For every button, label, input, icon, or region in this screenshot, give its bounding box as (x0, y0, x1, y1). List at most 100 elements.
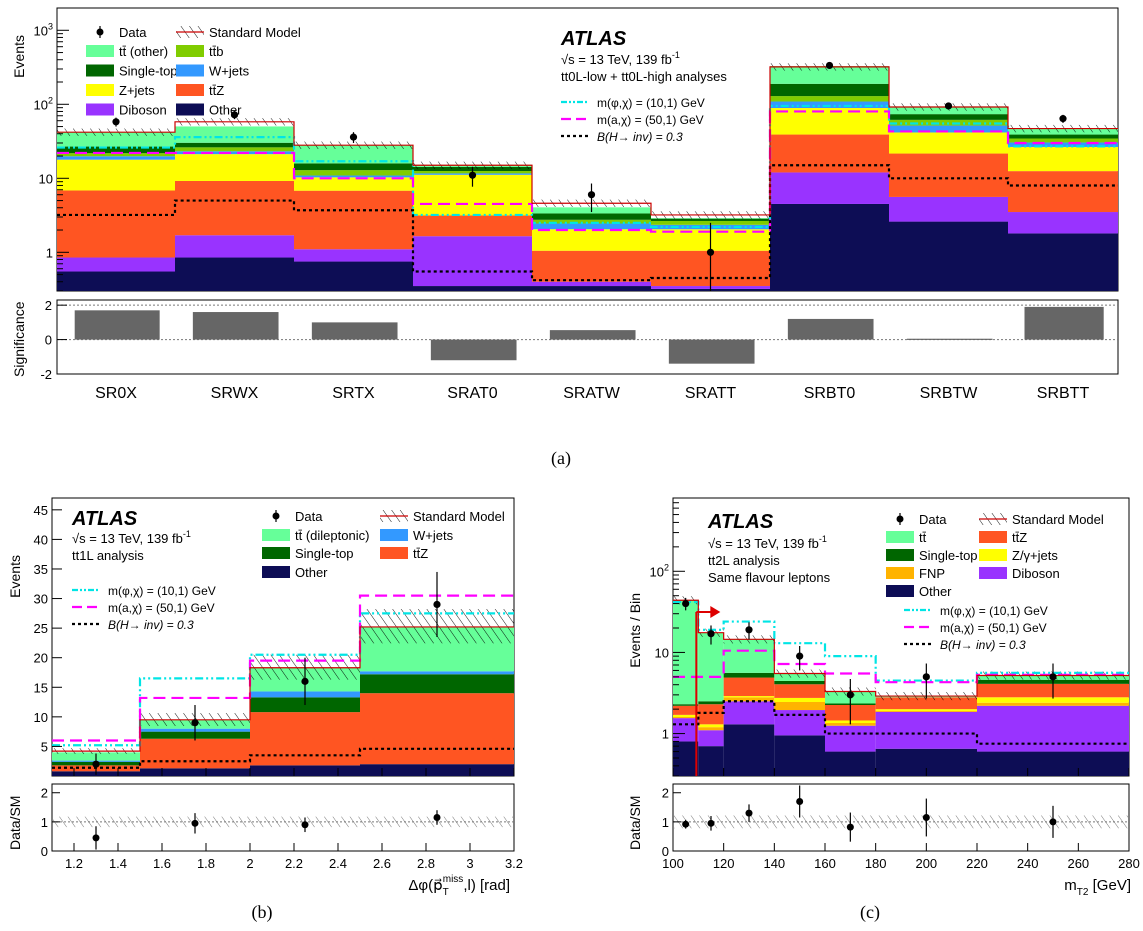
a-bar-wjets-4 (532, 223, 651, 230)
a-bar-ttb-1 (175, 147, 294, 152)
a-data-point-6 (825, 61, 834, 70)
b-xtick-label-6: 2.4 (329, 856, 347, 871)
a-data-point-0 (112, 118, 120, 126)
a-bar-singletop-7 (889, 114, 1008, 120)
c-bar-ttz-1 (698, 704, 724, 725)
a-category-label-6: SRBT0 (804, 385, 856, 402)
a-legend-ttbar-swatch (86, 45, 114, 57)
b-bar-singletop-3 (360, 674, 514, 694)
a-bar-diboson-4 (532, 281, 651, 287)
c-signal-phi-line (673, 600, 1129, 682)
c-bar-fnp-0 (673, 717, 699, 719)
panel-b: 5 10 15 20 25 30 35 40 45 0 1 2 1.2 1.4 1.6 1.8 2 2.2 2.4… (7, 497, 523, 923)
b-legend-wjets-label: W+jets (413, 528, 454, 543)
b-data-point-3 (433, 600, 441, 609)
c-data-point-2 (745, 626, 753, 634)
a-significance-bar-5 (668, 339, 755, 364)
a-legend-data-marker (96, 28, 104, 36)
c-data-point-6 (1049, 673, 1057, 681)
c-bar-other-4 (825, 751, 876, 776)
b-data-point-2 (301, 677, 309, 685)
a-bar-diboson-7 (889, 196, 1008, 222)
b-ratio-uncertainty-band (53, 816, 513, 828)
b-bar-wjets-3 (360, 671, 514, 675)
a-siglegend-phi-label: m(φ,χ) = (10,1) GeV (597, 96, 705, 110)
c-cut-arrow-head (710, 606, 721, 618)
a-bar-wjets-8 (1008, 142, 1118, 147)
a-legend-ttz-label: tt̄Z (209, 83, 224, 98)
a-bar-singletop-4 (532, 213, 651, 220)
a-bar-ttz-6 (770, 134, 889, 173)
c-legend-ttz-label: tt̄Z (1012, 530, 1027, 545)
panel-c-analysis-label: tt2L analysis (708, 553, 780, 568)
a-legend-ttb-label: tt̄b (209, 44, 223, 59)
c-legend-fnp-label: FNP (919, 566, 945, 581)
b-ytick-label-0: 5 (41, 739, 48, 754)
a-category-label-7: SRBTW (920, 385, 979, 402)
c-bar-zjets-6 (977, 697, 1129, 703)
a-bar-zjets-8 (1008, 146, 1118, 172)
a-significance-bar-4 (549, 330, 636, 340)
a-signal-a-line (57, 110, 1118, 233)
b-ratio-point-0 (92, 834, 100, 842)
panel-b-energy-label: √s = 13 TeV, 139 fb-1 (72, 529, 191, 546)
a-bar-zjets-1 (175, 154, 294, 181)
a-category-label-0: SR0X (95, 385, 137, 402)
c-bar-zjets-3 (774, 697, 825, 702)
b-ytick-label-4: 25 (34, 621, 48, 636)
c-ratio-ytick-label-0: 0 (662, 844, 669, 859)
a-bar-wjets-7 (889, 125, 1008, 133)
a-legend-ttb-swatch (176, 45, 204, 57)
b-xtick-label-8: 2.8 (417, 856, 435, 871)
c-ytick-label-0: 1 (662, 727, 669, 742)
panel-c-energy-label: √s = 13 TeV, 139 fb-1 (708, 534, 827, 551)
a-bar-zjets-4 (532, 229, 651, 251)
c-bar-other-0 (673, 741, 699, 776)
b-signal-hinv-line (52, 747, 514, 769)
a-bar-other-0 (57, 271, 175, 291)
a-bar-zjets-0 (57, 159, 175, 191)
a-category-label-1: SRWX (211, 385, 259, 402)
c-legend-diboson-swatch (979, 567, 1007, 579)
c-ratio-point-5 (922, 814, 930, 821)
a-ytick-label-2: 102 (34, 95, 53, 112)
a-bar-other-8 (1008, 233, 1118, 291)
a-ytick-label-1: 10 (39, 171, 53, 186)
c-legend-diboson-label: Diboson (1012, 566, 1060, 581)
b-legend-ttbar-swatch (262, 529, 290, 541)
panel-c-analysis-label-2: Same flavour leptons (708, 570, 831, 585)
panel-b-signal-legend: m(φ,χ) = (10,1) GeV m(a,χ) = (50,1) GeV B(… (72, 584, 216, 632)
c-bar-other-1 (698, 746, 724, 776)
a-legend-other-label: Other (209, 103, 242, 118)
a-ytick-label-0: 1 (46, 245, 53, 260)
caption-a: (a) (551, 448, 571, 469)
a-significance-bar-8 (1024, 306, 1104, 340)
b-siglegend-hinv-label: B(H→ inv) = 0.3 (108, 618, 194, 632)
c-bar-diboson-2 (723, 701, 775, 725)
c-legend-fnp-swatch (886, 567, 914, 579)
a-significance-bar-7 (906, 338, 993, 340)
b-ratio-ytick-label-0: 0 (41, 844, 48, 859)
caption-b: (b) (252, 902, 273, 923)
a-bar-ttz-0 (57, 190, 175, 258)
b-ratio-point-2 (301, 821, 309, 829)
panel-a-ylabel: Events (11, 35, 27, 78)
c-xtick-label-4: 180 (865, 856, 887, 871)
c-legend-singletop-label: Single-top (919, 548, 978, 563)
a-legend-wjets-label: W+jets (209, 64, 250, 79)
b-ytick-label-5: 30 (34, 592, 48, 607)
b-legend-singletop-swatch (262, 547, 290, 559)
a-legend-sm-label: Standard Model (209, 25, 301, 40)
c-bar-diboson-4 (825, 725, 876, 752)
a-bar-ttb-2 (294, 170, 413, 176)
c-legend-data-marker (896, 515, 904, 523)
c-sm-total-line (673, 599, 1129, 697)
c-ytick-label-2: 102 (650, 562, 669, 579)
a-data-point-1 (230, 111, 239, 119)
b-siglegend-phi-label: m(φ,χ) = (10,1) GeV (108, 584, 216, 598)
b-ytick-label-8: 45 (34, 503, 48, 518)
c-xtick-label-3: 160 (814, 856, 836, 871)
b-ytick-label-7: 40 (34, 532, 48, 547)
a-bar-wjets-0 (57, 156, 175, 160)
